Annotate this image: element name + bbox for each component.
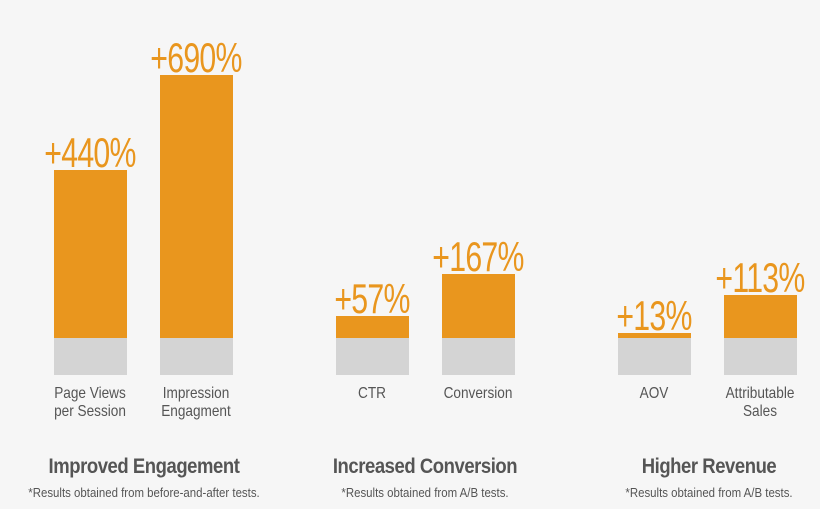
category-label: Conversion bbox=[427, 385, 529, 403]
category-label-line: Conversion bbox=[443, 385, 513, 402]
bar bbox=[54, 170, 127, 338]
category-label-line: Engagment bbox=[161, 403, 231, 420]
data-label: +440% bbox=[44, 129, 136, 177]
category-label: CTR bbox=[321, 385, 423, 403]
group-title: Improved Engagement bbox=[48, 455, 240, 478]
bar-base bbox=[618, 338, 691, 375]
bar bbox=[160, 75, 233, 338]
category-label: Impression Engagment bbox=[145, 385, 247, 421]
category-label-line: CTR bbox=[358, 385, 386, 402]
data-label: +57% bbox=[334, 275, 410, 323]
category-label-line: Sales bbox=[742, 403, 778, 420]
data-label: +690% bbox=[150, 34, 242, 82]
data-label: +167% bbox=[432, 233, 524, 281]
category-label-line: per Session bbox=[54, 403, 126, 420]
bar-base bbox=[160, 338, 233, 375]
category-label-line: Impression bbox=[162, 385, 230, 402]
data-label: +13% bbox=[616, 292, 692, 340]
category-label-line: Page Views bbox=[54, 385, 126, 402]
bar-base bbox=[336, 338, 409, 375]
category-label-line: AOV bbox=[639, 385, 669, 402]
group-note: *Results obtained from before-and-after … bbox=[28, 485, 260, 500]
bar-base bbox=[442, 338, 515, 375]
category-label: Attributable Sales bbox=[709, 385, 811, 421]
category-label: Page Views per Session bbox=[39, 385, 141, 421]
group-title: Increased Conversion bbox=[332, 455, 518, 478]
bar bbox=[336, 316, 409, 338]
bar-base bbox=[724, 338, 797, 375]
group-title: Higher Revenue bbox=[641, 455, 777, 478]
group-note: *Results obtained from A/B tests. bbox=[341, 485, 509, 500]
category-label: AOV bbox=[603, 385, 705, 403]
bar bbox=[724, 294, 797, 338]
bar bbox=[442, 274, 515, 338]
bar bbox=[618, 333, 691, 338]
data-label: +113% bbox=[715, 253, 805, 301]
bar-base bbox=[54, 338, 127, 375]
group-note: *Results obtained from A/B tests. bbox=[625, 485, 793, 500]
category-label-line: Attributable bbox=[725, 385, 795, 402]
